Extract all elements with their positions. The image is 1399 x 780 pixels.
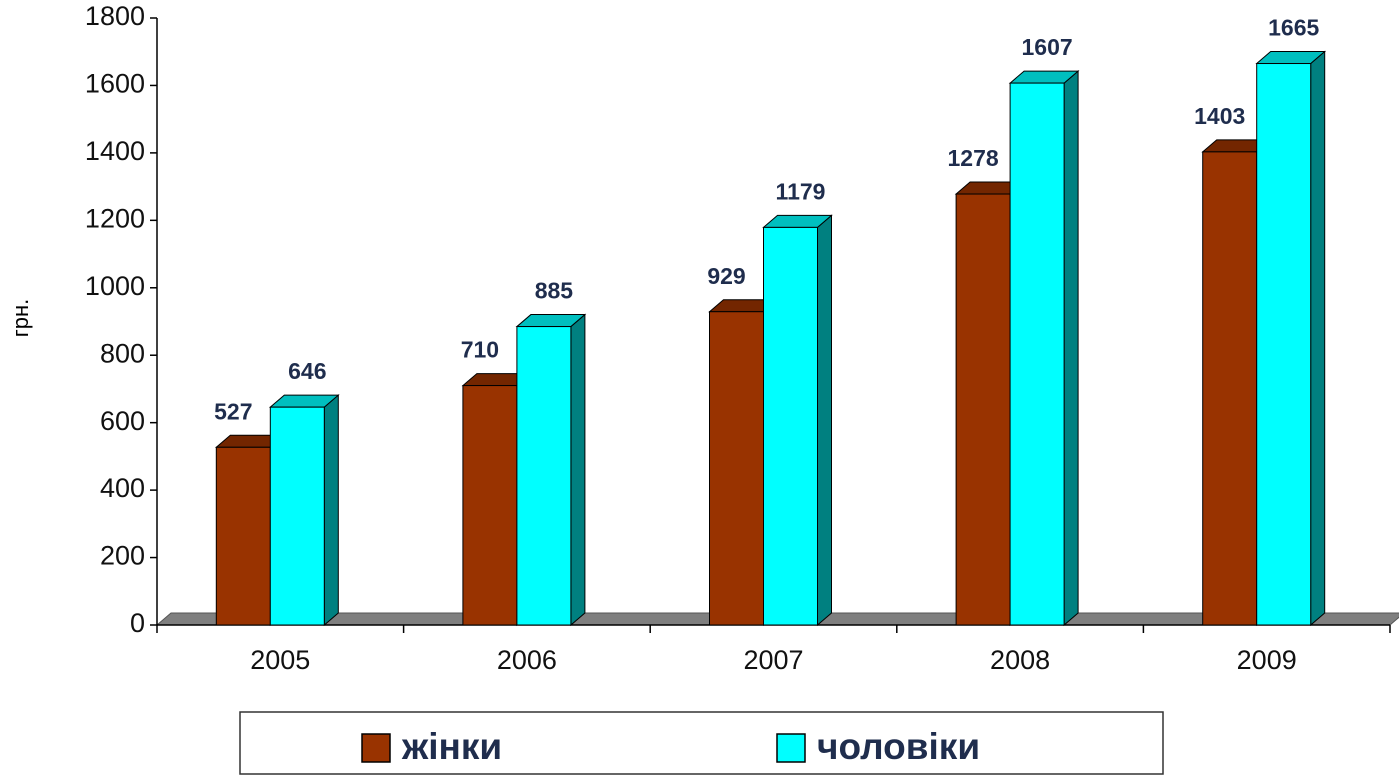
value-label: 1607 (1022, 34, 1073, 60)
bar-side (1310, 50, 1326, 627)
bar-side (323, 394, 339, 627)
x-tick-label: 2006 (497, 645, 557, 675)
bar-side (570, 313, 586, 627)
value-label: 929 (707, 263, 745, 289)
x-tick-label: 2005 (250, 645, 310, 675)
bar (215, 446, 271, 626)
y-tick-label: 600 (100, 406, 145, 436)
legend (239, 711, 1164, 775)
bar (462, 385, 518, 626)
value-label: 710 (461, 337, 499, 363)
legend-label: чоловіки (817, 726, 980, 767)
value-label: 527 (214, 398, 252, 424)
value-label: 885 (535, 278, 574, 304)
bar (269, 406, 325, 626)
value-label: 1403 (1194, 103, 1245, 129)
y-tick-label: 200 (100, 541, 145, 571)
y-tick-label: 1200 (85, 203, 145, 233)
bar (955, 193, 1011, 626)
bar (1009, 82, 1065, 626)
bar-side (817, 214, 832, 627)
y-tick-label: 0 (130, 608, 145, 638)
x-tick-label: 2009 (1237, 645, 1297, 675)
y-tick-label: 1600 (85, 69, 145, 99)
value-label: 646 (288, 358, 326, 384)
y-tick-label: 800 (100, 338, 145, 368)
bar (709, 311, 764, 626)
bar (1256, 63, 1312, 626)
bar (763, 226, 818, 626)
y-tick-label: 1000 (85, 271, 145, 301)
y-axis-label: грн. (8, 299, 33, 338)
legend-swatch (776, 733, 806, 763)
bar (1202, 151, 1258, 626)
value-label: 1665 (1268, 15, 1319, 41)
legend-label: жінки (401, 726, 502, 767)
y-tick-label: 400 (100, 473, 145, 503)
x-tick-label: 2008 (990, 645, 1050, 675)
x-tick-label: 2007 (743, 645, 803, 675)
bar-side (1063, 69, 1079, 627)
y-tick-label: 1800 (85, 1, 145, 31)
bar (516, 326, 572, 626)
value-label: 1179 (776, 178, 826, 204)
legend-swatch (361, 733, 391, 763)
y-tick-label: 1400 (85, 136, 145, 166)
value-label: 1278 (948, 145, 999, 171)
